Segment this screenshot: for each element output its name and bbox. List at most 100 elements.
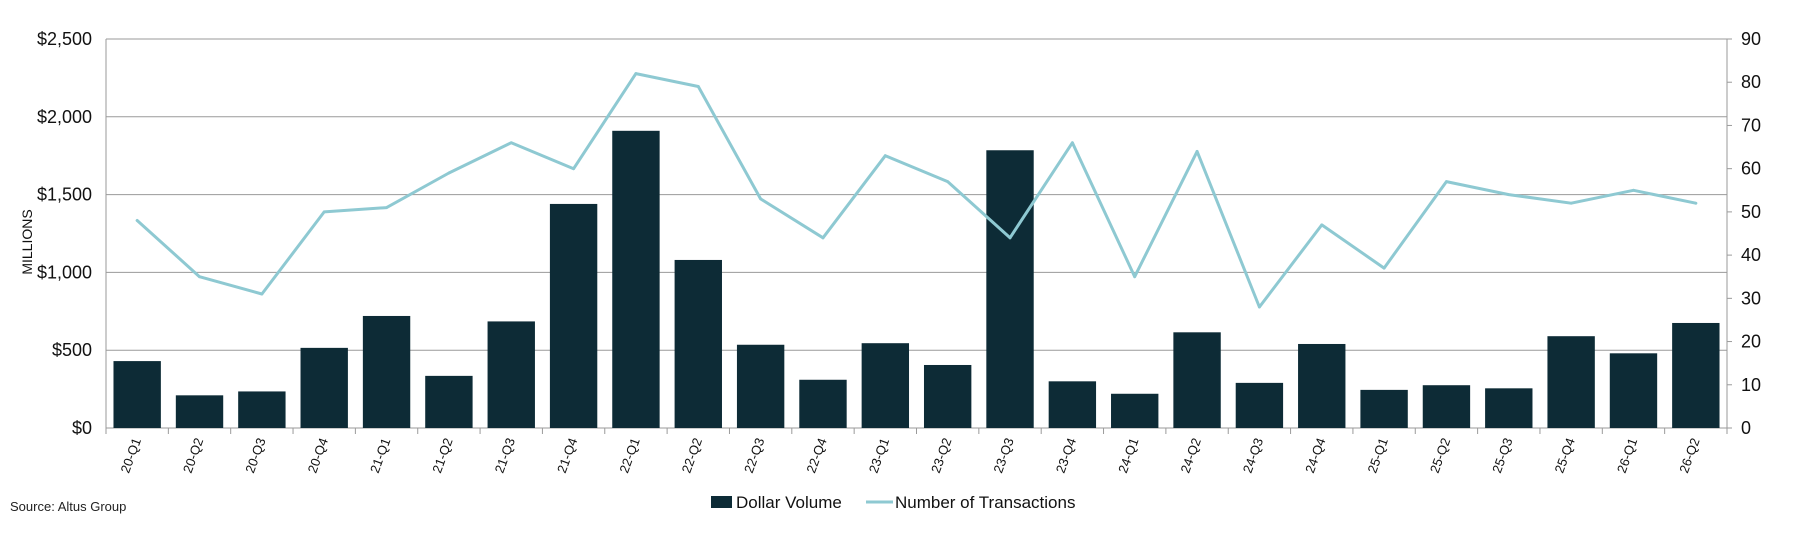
- bar-dollar-volume: [549, 203, 598, 428]
- point-number-of-transactions: [759, 197, 763, 201]
- point-number-of-transactions: [1008, 236, 1012, 240]
- x-tick-label: 21-Q2: [429, 436, 455, 475]
- x-tick-label: 24-Q2: [1177, 436, 1203, 475]
- bar-dollar-volume: [736, 344, 785, 428]
- point-number-of-transactions: [1445, 180, 1448, 184]
- legend-swatch-dollar-volume: [711, 496, 732, 508]
- bar-dollar-volume: [1235, 382, 1284, 428]
- y-tick-label: $500: [52, 340, 92, 360]
- x-tick-label: 24-Q3: [1240, 436, 1266, 475]
- line-number-of-transactions: [135, 72, 1698, 309]
- point-number-of-transactions: [322, 210, 326, 214]
- x-tick-label: 21-Q1: [367, 436, 393, 475]
- y2-tick-label: 30: [1741, 288, 1761, 308]
- gridlines: [106, 38, 1727, 429]
- bar-dollar-volume: [300, 347, 348, 428]
- point-number-of-transactions: [1382, 266, 1386, 270]
- bar-dollar-volume: [1672, 322, 1720, 428]
- x-tick-label: 22-Q2: [679, 436, 705, 475]
- point-number-of-transactions: [385, 206, 388, 209]
- x-tick-label: 23-Q3: [990, 436, 1016, 475]
- y2-tick-label: 10: [1741, 375, 1761, 395]
- point-number-of-transactions: [696, 85, 700, 88]
- bar-dollar-volume: [674, 259, 722, 428]
- bar-dollar-volume: [1609, 353, 1658, 428]
- y2-tick-label: 20: [1741, 332, 1761, 352]
- point-number-of-transactions: [1320, 223, 1324, 227]
- point-number-of-transactions: [1195, 149, 1199, 153]
- y2-tick-label: 60: [1741, 159, 1761, 179]
- y-tick-label: $1,500: [37, 185, 92, 205]
- y2-tick-label: 50: [1741, 202, 1761, 222]
- x-tick-label: 25-Q2: [1427, 436, 1453, 475]
- y-tick-label: $1,000: [37, 262, 92, 282]
- bar-dollar-volume: [1298, 343, 1346, 428]
- x-tick-label: 24-Q4: [1302, 436, 1328, 475]
- point-number-of-transactions: [135, 219, 139, 222]
- point-number-of-transactions: [447, 171, 451, 175]
- x-tick-label: 22-Q3: [741, 436, 767, 475]
- point-number-of-transactions: [509, 141, 513, 145]
- bar-dollar-volume: [1485, 388, 1533, 428]
- y-tick-label: $2,500: [37, 29, 92, 49]
- point-number-of-transactions: [260, 292, 264, 296]
- bar-dollar-volume: [1360, 389, 1408, 428]
- point-number-of-transactions: [198, 275, 201, 279]
- point-number-of-transactions: [1632, 188, 1635, 192]
- dollar-volume-bars: [113, 130, 1720, 428]
- transactions-line-layer: [135, 72, 1698, 309]
- bar-dollar-volume: [113, 361, 161, 428]
- y2-tick-label: 90: [1741, 29, 1761, 49]
- x-tick-label: 21-Q3: [492, 436, 518, 475]
- x-tick-label: 26-Q1: [1614, 436, 1640, 475]
- legend: Dollar Volume Number of Transactions: [711, 493, 1075, 512]
- x-tick-label: 26-Q2: [1676, 436, 1702, 475]
- source-note: Source: Altus Group: [10, 499, 126, 514]
- x-tick-label: 25-Q4: [1551, 436, 1577, 475]
- x-tick-label: 25-Q1: [1364, 436, 1390, 475]
- x-tick-label: 20-Q3: [242, 436, 268, 475]
- y2-tick-label: 80: [1741, 72, 1761, 92]
- x-tick-label: 25-Q3: [1489, 436, 1515, 475]
- point-number-of-transactions: [1258, 305, 1261, 309]
- y2-tick-label: 40: [1741, 245, 1761, 265]
- bar-dollar-volume: [612, 130, 660, 428]
- y2-tick-label: 0: [1741, 418, 1751, 438]
- bar-dollar-volume: [362, 315, 411, 428]
- x-tick-label: 20-Q4: [305, 436, 331, 475]
- bar-dollar-volume: [861, 343, 910, 428]
- point-number-of-transactions: [634, 72, 638, 75]
- bar-dollar-volume: [1111, 393, 1159, 428]
- bar-dollar-volume: [923, 364, 972, 428]
- bar-dollar-volume: [1173, 332, 1221, 428]
- x-tick-label: 23-Q4: [1053, 436, 1079, 475]
- point-number-of-transactions: [1569, 201, 1573, 205]
- x-tick-label: 20-Q1: [118, 436, 144, 475]
- x-tick-label: 22-Q4: [803, 436, 829, 475]
- point-number-of-transactions: [883, 154, 887, 158]
- x-tick-label: 23-Q2: [928, 436, 954, 475]
- legend-label-number-of-transactions: Number of Transactions: [895, 493, 1075, 512]
- bar-dollar-volume: [425, 375, 473, 428]
- bar-dollar-volume: [1048, 381, 1097, 428]
- x-tick-label: 20-Q2: [180, 436, 206, 475]
- y-axis-title: MILLIONS: [19, 209, 35, 274]
- x-tick-label: 21-Q4: [554, 436, 580, 475]
- x-tick-label: 24-Q1: [1115, 436, 1141, 475]
- point-number-of-transactions: [1694, 201, 1698, 205]
- point-number-of-transactions: [1507, 193, 1511, 197]
- point-number-of-transactions: [572, 167, 575, 171]
- point-number-of-transactions: [1133, 275, 1137, 279]
- legend-label-dollar-volume: Dollar Volume: [736, 493, 842, 512]
- bar-dollar-volume: [487, 321, 535, 428]
- bar-dollar-volume: [986, 150, 1034, 428]
- point-number-of-transactions: [946, 180, 950, 184]
- bar-dollar-volume: [175, 395, 224, 428]
- bar-dollar-volume: [238, 391, 286, 428]
- bar-dollar-volume: [1422, 385, 1471, 428]
- point-number-of-transactions: [821, 236, 825, 240]
- bar-dollar-volume: [1547, 336, 1595, 428]
- point-number-of-transactions: [1070, 141, 1074, 145]
